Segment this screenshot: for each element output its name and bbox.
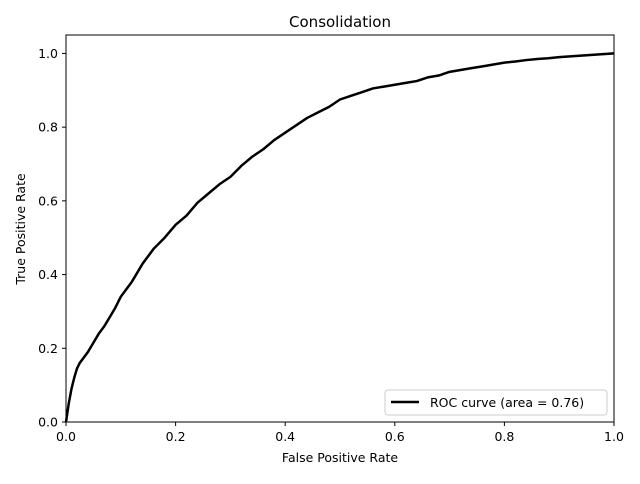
y-tick-label: 0.0: [38, 415, 58, 430]
y-tick-label: 0.2: [38, 341, 58, 356]
chart-title: Consolidation: [289, 13, 391, 31]
axes-frame: [65, 34, 615, 423]
y-tick-label: 0.6: [38, 193, 58, 208]
x-tick-label: 0.0: [56, 429, 76, 444]
y-axis-ticks: 0.0 0.2 0.4 0.6 0.8 1.0: [38, 46, 66, 430]
plot-area-border: [65, 34, 615, 423]
legend: ROC curve (area = 0.76): [384, 389, 608, 416]
legend-label: ROC curve (area = 0.76): [430, 395, 584, 410]
legend-box: [384, 389, 608, 416]
x-tick-label: 0.4: [275, 429, 295, 444]
series-layer: [64, 52, 615, 423]
x-axis-ticks: 0.0 0.2 0.4 0.6 0.8 1.0: [56, 422, 624, 444]
x-tick-label: 1.0: [604, 429, 624, 444]
y-tick-label: 0.4: [38, 267, 58, 282]
y-axis-label: True Positive Rate: [13, 173, 28, 286]
x-tick-label: 0.2: [166, 429, 186, 444]
x-axis-label: False Positive Rate: [282, 450, 398, 465]
y-tick-label: 0.8: [38, 120, 58, 135]
x-tick-label: 0.6: [385, 429, 405, 444]
y-tick-label: 1.0: [38, 46, 58, 61]
roc-curve-line: [64, 52, 615, 423]
x-tick-label: 0.8: [494, 429, 514, 444]
